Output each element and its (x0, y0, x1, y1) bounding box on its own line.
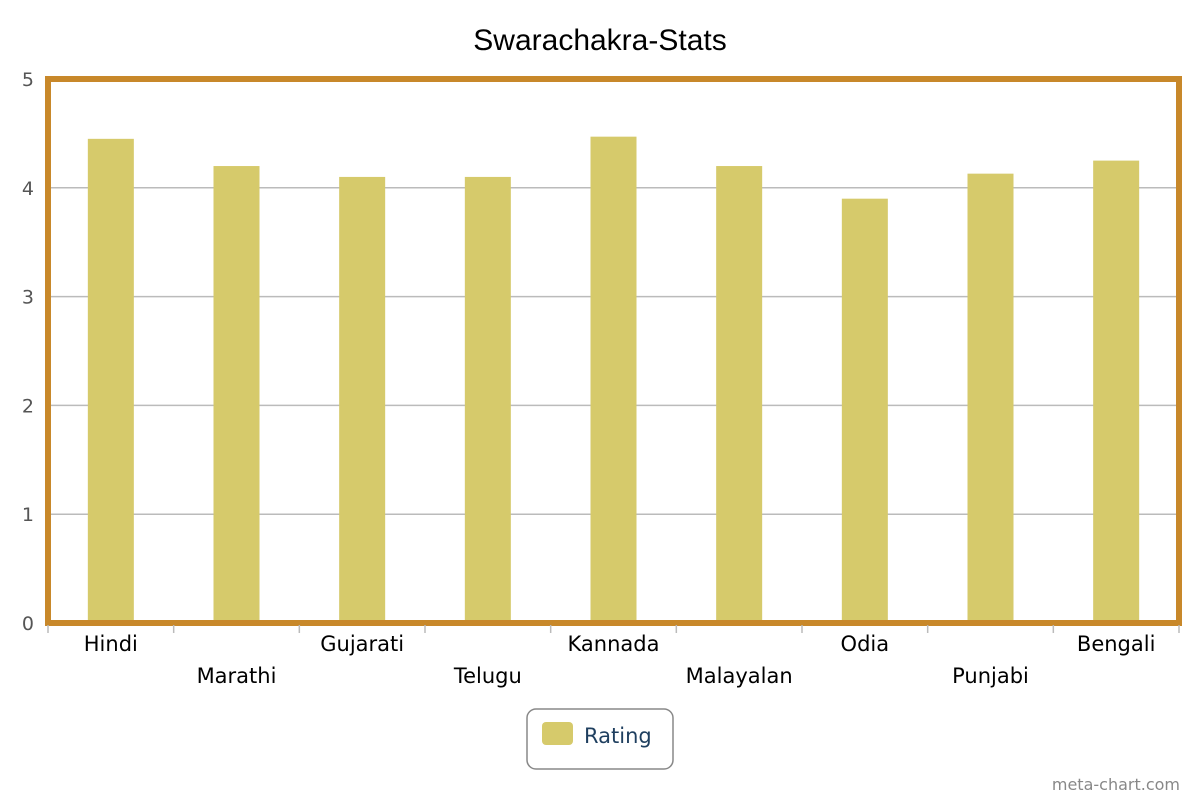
y-tick-label: 3 (22, 287, 34, 309)
credit-text[interactable]: meta-chart.com (1052, 775, 1180, 794)
bars (87, 136, 1140, 621)
x-tick-label: Punjabi (952, 664, 1029, 688)
legend-label: Rating (584, 724, 652, 748)
x-tick-label: Odia (841, 632, 890, 656)
x-tick-label: Marathi (197, 664, 277, 688)
y-tick-label: 2 (22, 395, 34, 417)
x-tick-label: Malayalan (686, 664, 793, 688)
y-tick-label: 5 (22, 69, 34, 91)
bar-bengali[interactable] (1093, 160, 1140, 620)
bar-kannada[interactable] (590, 136, 637, 620)
bar-odia[interactable] (841, 198, 888, 620)
x-tick-label: Telugu (453, 664, 522, 688)
bar-hindi[interactable] (87, 138, 134, 620)
chart-title: Swarachakra-Stats (473, 24, 726, 57)
bar-gujarati[interactable] (339, 176, 386, 621)
y-tick-label: 1 (22, 504, 34, 526)
y-tick-label: 4 (22, 178, 34, 200)
legend[interactable]: Rating (526, 708, 674, 770)
x-axis-ticks: Hindi Marathi Gujarati Telugu Kannada Malayal… (47, 625, 1180, 688)
bar-malayalan[interactable] (716, 166, 763, 621)
bar-telugu[interactable] (464, 176, 511, 621)
x-tick-label: Hindi (84, 632, 138, 656)
x-tick-label: Kannada (568, 632, 660, 656)
bar-punjabi[interactable] (967, 173, 1014, 620)
y-tick-label: 0 (22, 613, 34, 635)
legend-swatch (542, 722, 573, 745)
plot-frame (45, 76, 1182, 626)
bar-marathi[interactable] (213, 166, 260, 621)
x-tick-label: Gujarati (320, 632, 404, 656)
x-tick-label: Bengali (1077, 632, 1156, 656)
y-axis-ticks: 0 1 2 3 4 5 (22, 69, 34, 635)
